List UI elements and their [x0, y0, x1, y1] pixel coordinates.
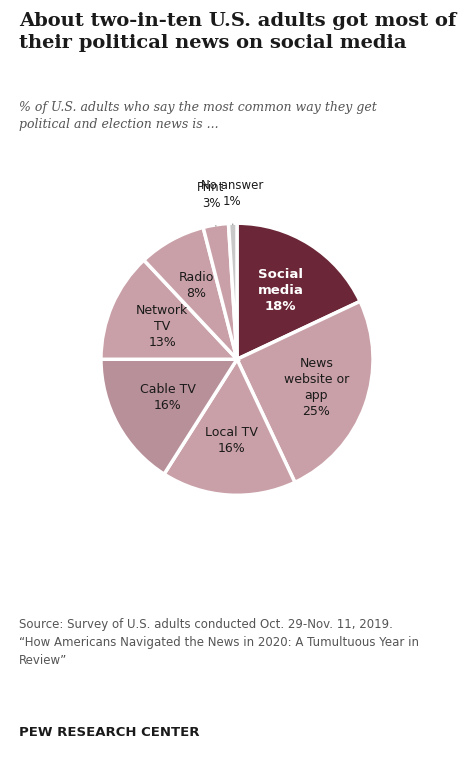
Text: Print
3%: Print 3%	[197, 181, 225, 210]
Wedge shape	[101, 359, 237, 474]
Wedge shape	[144, 227, 237, 359]
Text: Local TV
16%: Local TV 16%	[205, 426, 258, 455]
Wedge shape	[203, 223, 237, 359]
Text: Cable TV
16%: Cable TV 16%	[140, 383, 196, 412]
Text: About two-in-ten U.S. adults got most of
their political news on social media: About two-in-ten U.S. adults got most of…	[19, 12, 456, 52]
Text: No answer
1%: No answer 1%	[201, 179, 263, 208]
Wedge shape	[237, 223, 360, 359]
Wedge shape	[228, 223, 237, 359]
Wedge shape	[164, 359, 295, 495]
Text: Network
TV
13%: Network TV 13%	[136, 305, 188, 349]
Text: % of U.S. adults who say the most common way they get
political and election new: % of U.S. adults who say the most common…	[19, 102, 377, 131]
Wedge shape	[237, 301, 373, 483]
Text: PEW RESEARCH CENTER: PEW RESEARCH CENTER	[19, 726, 200, 739]
Text: News
website or
app
25%: News website or app 25%	[284, 358, 349, 419]
Wedge shape	[101, 260, 237, 359]
Text: Social
media
18%: Social media 18%	[258, 268, 304, 313]
Text: Radio
8%: Radio 8%	[179, 271, 214, 300]
Text: Source: Survey of U.S. adults conducted Oct. 29-Nov. 11, 2019.
“How Americans Na: Source: Survey of U.S. adults conducted …	[19, 618, 419, 667]
